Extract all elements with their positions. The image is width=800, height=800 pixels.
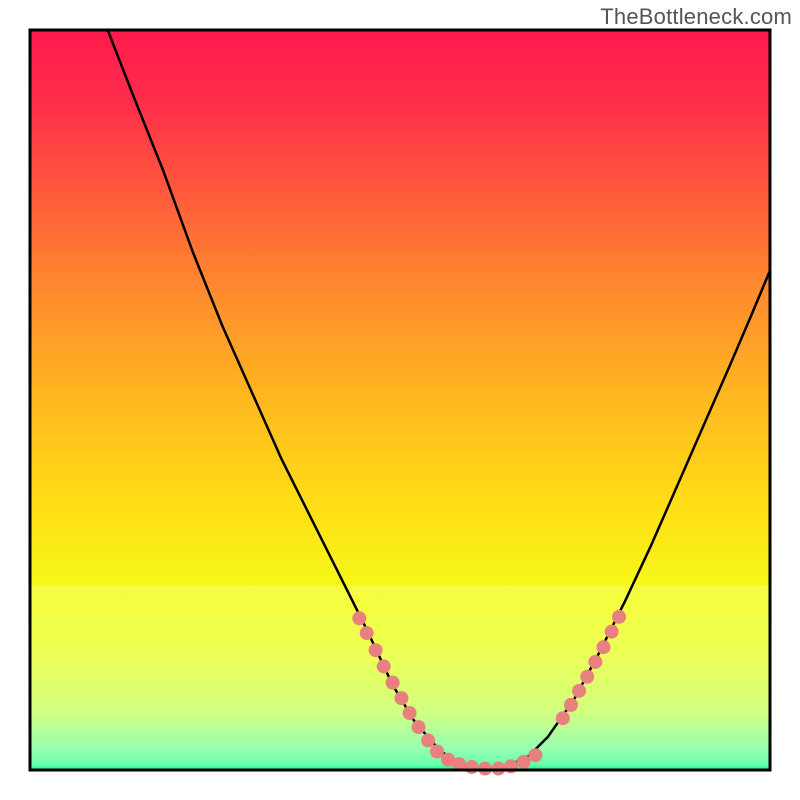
data-dot — [403, 706, 417, 720]
data-dot — [564, 698, 578, 712]
watermark-text: TheBottleneck.com — [600, 4, 792, 30]
data-dot — [572, 684, 586, 698]
data-dot — [412, 720, 426, 734]
data-dot — [360, 626, 374, 640]
chart-svg — [0, 0, 800, 800]
data-dot — [580, 670, 594, 684]
data-dot — [517, 755, 531, 769]
data-dot — [377, 659, 391, 673]
data-dot — [597, 640, 611, 654]
data-dot — [605, 625, 619, 639]
data-dot — [556, 711, 570, 725]
data-dot — [394, 691, 408, 705]
highlight-band — [30, 585, 770, 766]
data-dot — [421, 733, 435, 747]
data-dot — [352, 611, 366, 625]
data-dot — [369, 643, 383, 657]
data-dot — [528, 748, 542, 762]
data-dot — [588, 655, 602, 669]
data-dot — [386, 676, 400, 690]
data-dot — [465, 760, 479, 774]
bottleneck-chart: TheBottleneck.com — [0, 0, 800, 800]
data-dot — [612, 610, 626, 624]
